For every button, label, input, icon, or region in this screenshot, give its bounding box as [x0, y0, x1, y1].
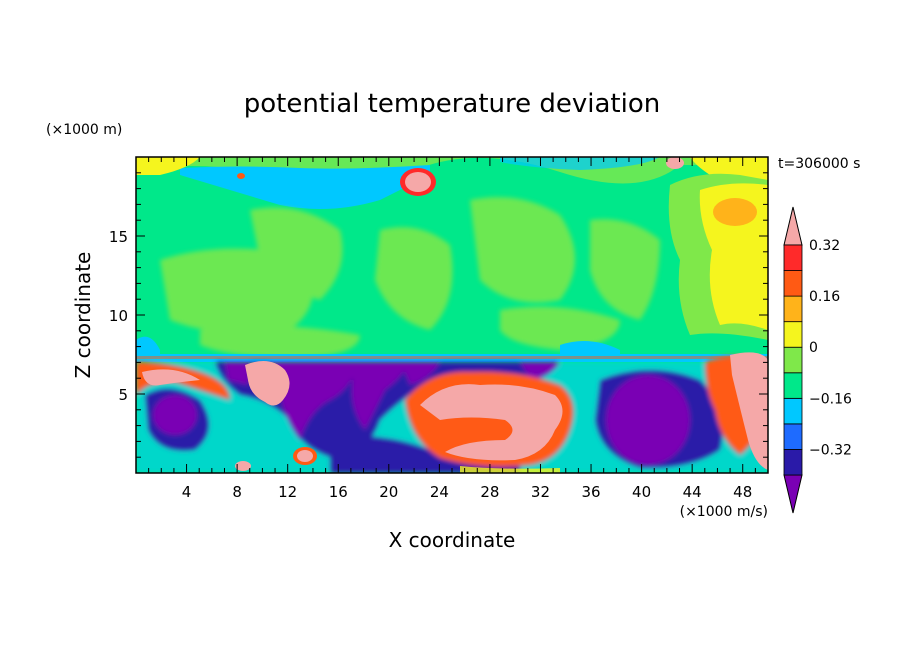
colorbar-cell	[783, 397, 803, 425]
colorbar-label: −0.32	[809, 442, 852, 458]
y-axis: 5 10 15	[109, 172, 768, 458]
x-tick-label: 4	[182, 483, 192, 501]
colorbar-cell	[783, 295, 803, 323]
x-tick-label: 44	[683, 483, 702, 501]
colorbar-cell	[783, 321, 803, 348]
x-axis: 4 8 12 16 20 24 28 32 36 40 44 48	[148, 157, 756, 501]
colorbar-cell	[783, 244, 803, 271]
x-tick-label: 8	[232, 483, 242, 501]
x-tick-label: 20	[379, 483, 398, 501]
contour-field	[136, 157, 768, 473]
x-tick-label: 48	[733, 483, 752, 501]
x-tick-label: 40	[632, 483, 651, 501]
colorbar-cell	[783, 270, 803, 297]
x-tick-label: 24	[430, 483, 449, 501]
y-tick-label: 5	[118, 386, 128, 404]
colorbar-label: −0.16	[809, 391, 852, 407]
y-tick-label: 15	[109, 228, 128, 246]
colorbar-cell	[783, 372, 803, 399]
colorbar-cell	[783, 449, 803, 476]
y-axis-label: Z coordinate	[71, 252, 95, 379]
colorbar-bottom-extension	[783, 474, 803, 514]
x-axis-label: X coordinate	[389, 528, 516, 552]
colorbar-label: 0	[809, 340, 818, 356]
colorbar-label: 0.32	[809, 238, 840, 254]
colorbar: −0.32 −0.16 0 0.16 0.32	[783, 206, 852, 514]
y-unit-label: (×1000 m)	[46, 122, 122, 138]
y-tick-label: 10	[109, 307, 128, 325]
chart-title: potential temperature deviation	[244, 89, 660, 119]
colorbar-top-extension	[783, 206, 803, 246]
x-tick-label: 16	[329, 483, 348, 501]
colorbar-cell	[783, 346, 803, 374]
time-label: t=306000 s	[778, 156, 860, 172]
x-tick-label: 28	[480, 483, 499, 501]
colorbar-cell	[783, 423, 803, 450]
x-unit-label: (×1000 m/s)	[680, 504, 768, 520]
colorbar-label: 0.16	[809, 289, 840, 305]
x-tick-label: 32	[531, 483, 550, 501]
x-tick-label: 12	[278, 483, 297, 501]
x-tick-label: 36	[581, 483, 600, 501]
